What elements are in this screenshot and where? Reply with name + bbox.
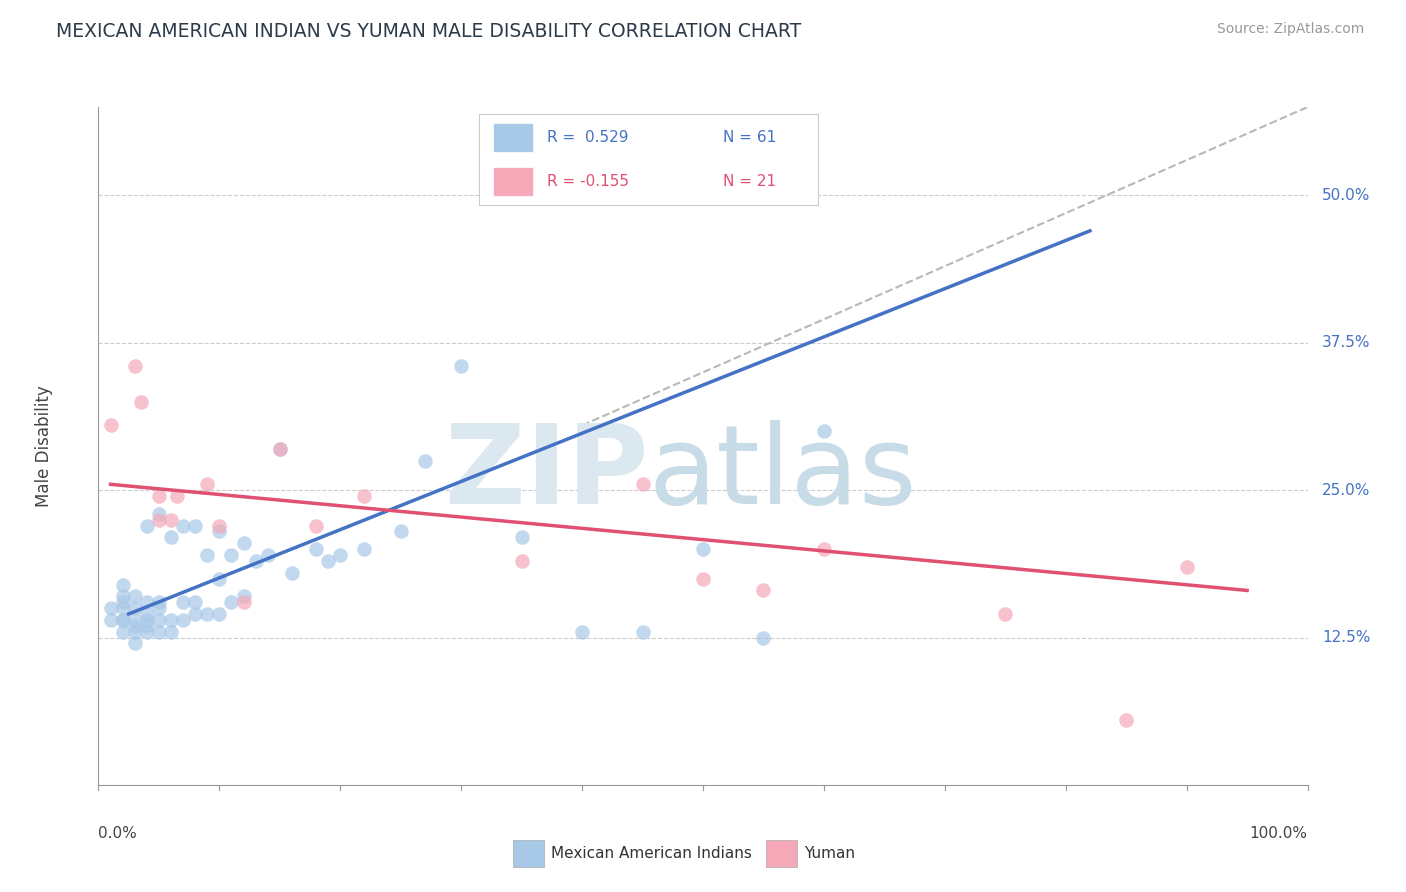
Point (631, 624, 654, 639)
Point (281, 566, 304, 580)
Point (100, 601, 122, 615)
Text: Mexican American Indians: Mexican American Indians (551, 847, 752, 861)
Point (813, 424, 835, 438)
Text: 25.0%: 25.0% (1322, 483, 1371, 498)
Point (329, 548, 352, 562)
Point (269, 442, 291, 456)
Point (208, 572, 231, 586)
Point (184, 518, 207, 533)
Text: 0.0%: 0.0% (98, 826, 138, 840)
Point (510, 530, 533, 544)
Text: Male Disability: Male Disability (35, 385, 53, 507)
Point (184, 595, 207, 609)
Point (305, 518, 328, 533)
Point (752, 631, 775, 645)
Point (111, 577, 134, 591)
Point (232, 595, 254, 609)
Point (1115, 713, 1137, 727)
Point (232, 536, 254, 550)
Point (135, 619, 157, 633)
Text: Yuman: Yuman (804, 847, 855, 861)
Point (172, 613, 194, 627)
Point (184, 607, 207, 621)
Point (111, 590, 134, 604)
Point (111, 613, 134, 627)
Point (221, 595, 243, 609)
Point (148, 595, 170, 609)
Point (124, 359, 146, 374)
Point (389, 524, 412, 539)
Point (135, 624, 157, 639)
Point (510, 554, 533, 568)
Point (256, 548, 278, 562)
Point (160, 613, 183, 627)
Text: atlas: atlas (648, 419, 917, 526)
Point (111, 613, 134, 627)
Point (221, 548, 243, 562)
Text: 12.5%: 12.5% (1322, 630, 1371, 645)
Point (148, 513, 170, 527)
Point (160, 624, 183, 639)
Point (129, 394, 152, 409)
Point (353, 542, 375, 557)
Point (692, 572, 714, 586)
Point (631, 477, 654, 491)
Point (166, 489, 188, 503)
Point (450, 359, 472, 374)
Point (148, 601, 170, 615)
Point (124, 613, 146, 627)
Point (135, 595, 157, 609)
Point (172, 518, 194, 533)
Point (148, 489, 170, 503)
Point (100, 418, 122, 433)
Point (195, 548, 218, 562)
Point (305, 542, 328, 557)
Point (269, 442, 291, 456)
Point (195, 477, 218, 491)
Point (135, 613, 157, 627)
Text: MEXICAN AMERICAN INDIAN VS YUMAN MALE DISABILITY CORRELATION CHART: MEXICAN AMERICAN INDIAN VS YUMAN MALE DI… (56, 22, 801, 41)
Point (111, 624, 134, 639)
Text: ZIP: ZIP (446, 419, 648, 526)
Point (160, 530, 183, 544)
Point (135, 607, 157, 621)
Point (208, 518, 231, 533)
Point (111, 601, 134, 615)
Point (148, 624, 170, 639)
Point (316, 554, 339, 568)
Point (1175, 559, 1198, 574)
Point (135, 518, 157, 533)
Point (994, 607, 1017, 621)
Point (752, 583, 775, 598)
Text: 100.0%: 100.0% (1250, 826, 1308, 840)
Point (195, 607, 218, 621)
Point (353, 489, 375, 503)
Text: 50.0%: 50.0% (1322, 188, 1371, 203)
Point (111, 595, 134, 609)
Point (124, 624, 146, 639)
Point (208, 607, 231, 621)
Point (124, 601, 146, 615)
Text: Source: ZipAtlas.com: Source: ZipAtlas.com (1216, 22, 1364, 37)
Point (413, 454, 436, 468)
Point (245, 554, 267, 568)
Point (124, 636, 146, 650)
Point (124, 619, 146, 633)
Point (160, 513, 183, 527)
Point (232, 590, 254, 604)
Point (571, 624, 593, 639)
Text: 37.5%: 37.5% (1322, 335, 1371, 351)
Point (148, 613, 170, 627)
Point (172, 595, 194, 609)
Point (148, 507, 170, 521)
Point (813, 542, 835, 557)
Point (692, 542, 714, 557)
Point (208, 524, 231, 539)
Point (100, 613, 122, 627)
Point (124, 590, 146, 604)
